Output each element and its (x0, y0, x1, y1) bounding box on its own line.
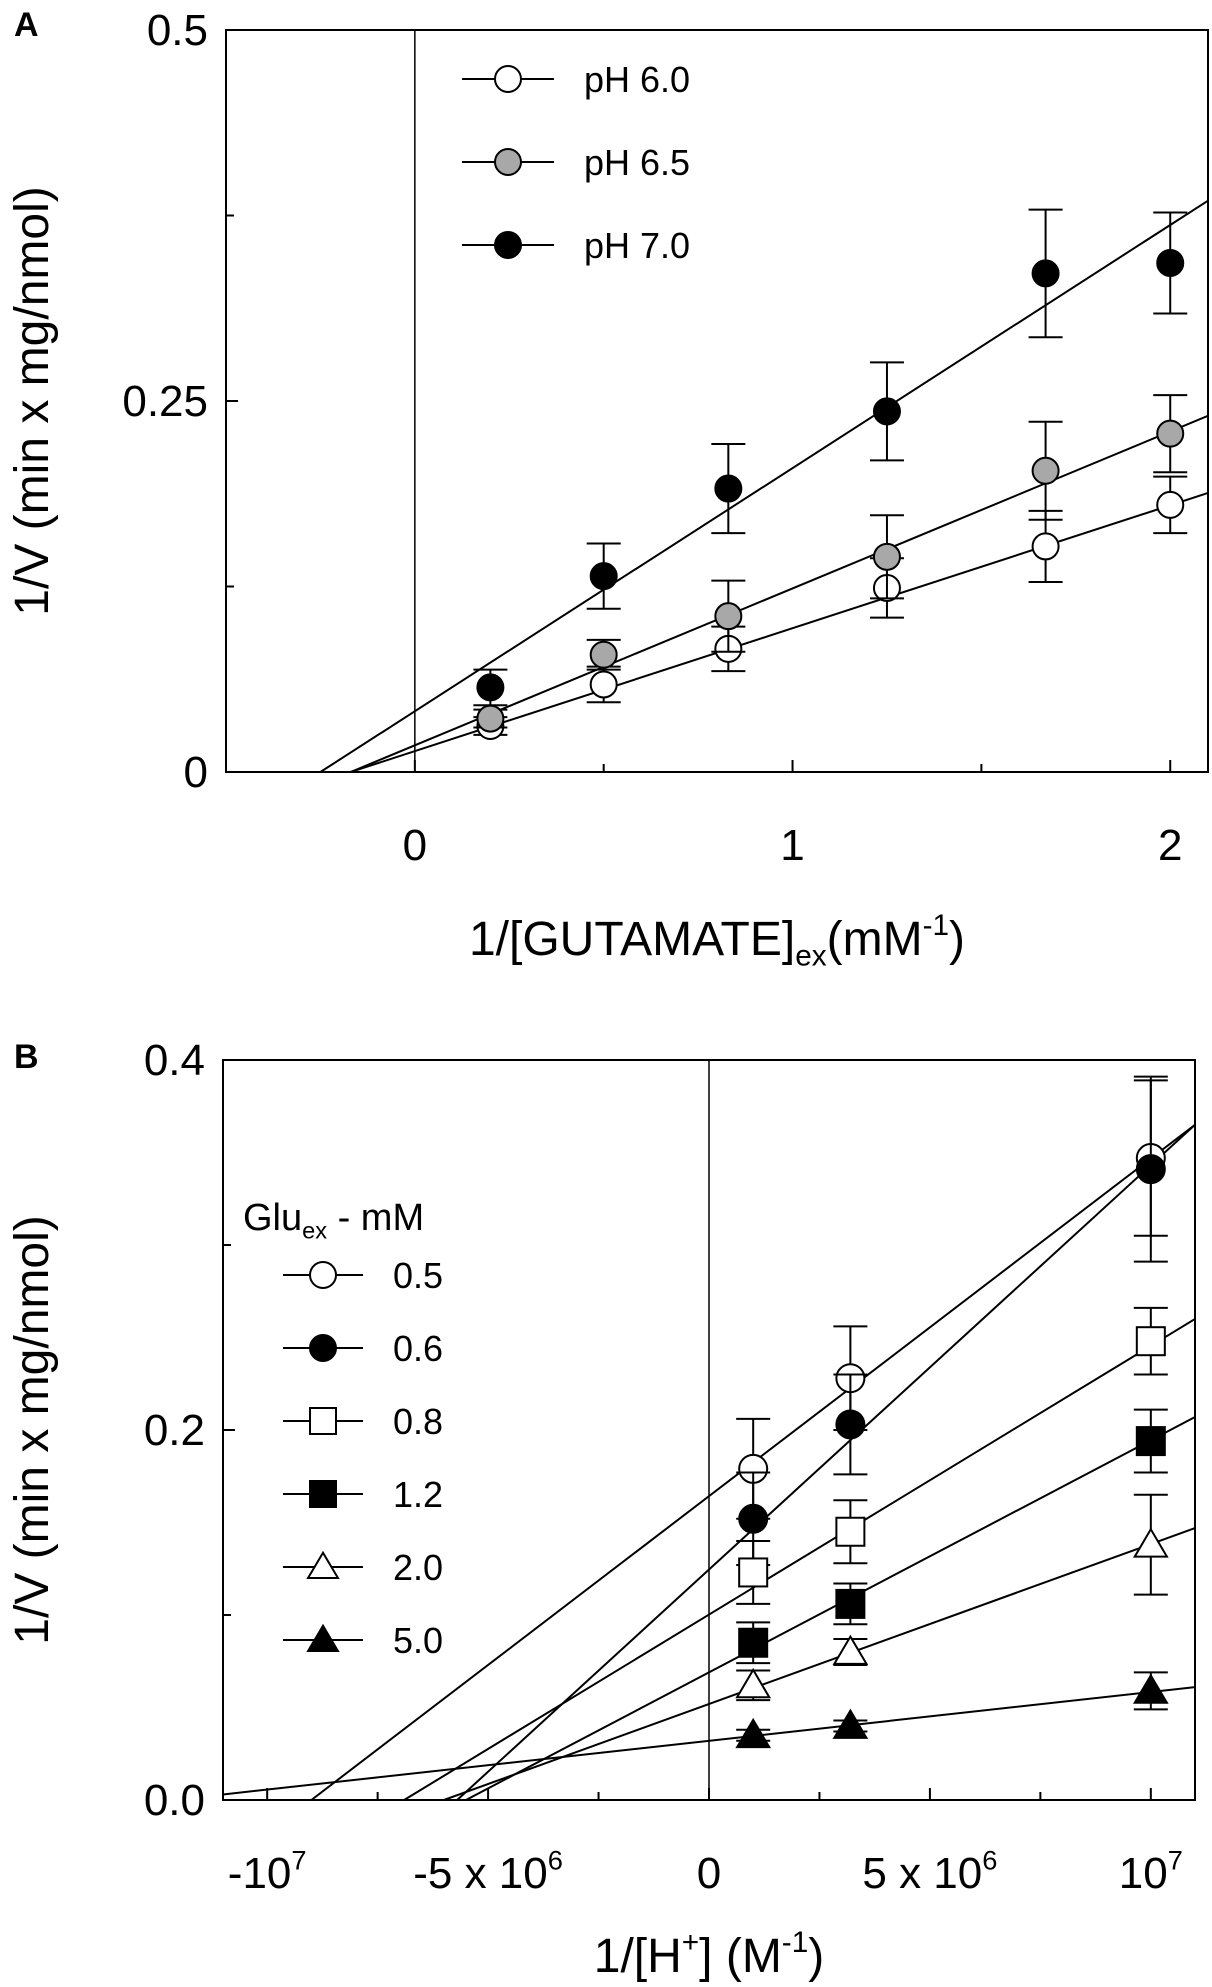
legend: pH 6.0 pH 6.5 pH 7.0 (462, 59, 690, 266)
legend-label: 0.5 (393, 1255, 443, 1296)
data-point (1135, 1426, 1166, 1457)
data-point (1156, 419, 1185, 448)
x-tick-label: 0 (697, 1849, 721, 1898)
legend-marker (494, 148, 522, 176)
data-point (1031, 456, 1060, 485)
legend-label: 5.0 (393, 1620, 443, 1661)
data-point (835, 1588, 866, 1619)
fit-line-0-6 (456, 1124, 1195, 1800)
series-ph-6-5 (473, 394, 1188, 733)
x-tick-label: -107 (228, 1845, 307, 1898)
legend-label: 1.2 (393, 1474, 443, 1515)
data-point (872, 397, 901, 426)
x-axis-title: 1/[H+] (M-1) (594, 1926, 824, 1983)
legend-label: 2.0 (393, 1547, 443, 1588)
data-point (832, 1634, 869, 1665)
panel-label: B (14, 1038, 39, 1076)
series-0-8 (736, 1306, 1168, 1605)
legend-marker (494, 231, 522, 259)
data-point (1135, 1326, 1166, 1357)
data-point (1031, 259, 1060, 288)
data-point (1156, 490, 1185, 519)
x-tick-label: -5 x 106 (413, 1845, 563, 1898)
legend-label: 0.8 (393, 1401, 443, 1442)
data-point (476, 704, 505, 733)
data-point (738, 1627, 769, 1658)
legend-label: pH 6.5 (584, 142, 690, 183)
y-tick-label: 0.4 (144, 1036, 205, 1085)
data-point (1132, 1527, 1169, 1558)
x-tick-label: 2 (1158, 821, 1182, 870)
panel-b: 0.0 0.2 0.4 -107 -5 x 106 0 5 x 106 107 Gluex - … (6, 1036, 1196, 1983)
legend-marker (309, 1334, 337, 1362)
legend-label: pH 7.0 (584, 225, 690, 266)
x-tick-label: 5 x 106 (862, 1845, 997, 1898)
data-point (735, 1717, 772, 1749)
panel-label: A (14, 6, 39, 44)
y-axis-title: 1/V (min x mg/nmol) (6, 186, 59, 615)
x-tick-label: 1 (780, 821, 804, 870)
data-point (738, 1503, 769, 1534)
data-point (476, 673, 505, 702)
y-tick-label: 0.2 (144, 1406, 205, 1455)
legend-label: pH 6.0 (584, 59, 690, 100)
data-point (835, 1516, 866, 1547)
data-point (835, 1409, 866, 1440)
fit-line-ph-7-0 (319, 199, 1208, 772)
series-2-0 (735, 1493, 1169, 1702)
data-point (589, 670, 618, 699)
x-tick-label: 0 (403, 821, 427, 870)
legend-marker (309, 1480, 337, 1508)
data-point (1156, 248, 1185, 277)
data-point (1132, 1673, 1169, 1704)
series-ph-7-0 (473, 208, 1188, 707)
y-axis-title: 1/V (min x mg/nmol) (6, 1215, 59, 1644)
panel-a: 0 0.25 0.5 0 1 2 pH 6.0 pH 6.5 pH 7.0 1/V (min x … (6, 6, 1209, 973)
series-1-2 (736, 1408, 1168, 1665)
y-tick-label: 0.25 (122, 377, 208, 426)
legend-title: Gluex - mM (243, 1197, 424, 1243)
fit-line-2-0 (443, 1527, 1195, 1800)
legend-marker (494, 65, 522, 93)
x-tick-label: 107 (1119, 1845, 1183, 1898)
legend-marker (309, 1261, 337, 1289)
fit-line-5-0 (223, 1686, 1195, 1796)
data-point (589, 562, 618, 591)
data-point (735, 1667, 772, 1699)
x-axis-title: 1/[GUTAMATE]ex(mM-1) (469, 909, 965, 973)
series-5-0 (735, 1671, 1169, 1749)
y-tick-label: 0.5 (147, 6, 208, 55)
data-point (738, 1557, 769, 1588)
legend-label: 0.6 (393, 1328, 443, 1369)
data-point (589, 640, 618, 669)
data-point (872, 542, 901, 571)
data-point (714, 602, 743, 631)
data-point (1135, 1154, 1166, 1185)
data-point (1031, 532, 1060, 561)
y-tick-label: 0.0 (144, 1776, 205, 1825)
fit-line-1-2 (465, 1416, 1195, 1800)
fit-line-0-8 (403, 1318, 1195, 1800)
y-tick-label: 0 (184, 748, 208, 797)
legend: Gluex - mM 0.5 0.6 0.8 1.2 2.0 5.0 (243, 1197, 443, 1661)
legend-marker (309, 1407, 337, 1435)
data-point (714, 474, 743, 503)
data-point (832, 1708, 869, 1739)
legend-marker (306, 1623, 340, 1653)
legend-marker (306, 1550, 340, 1580)
